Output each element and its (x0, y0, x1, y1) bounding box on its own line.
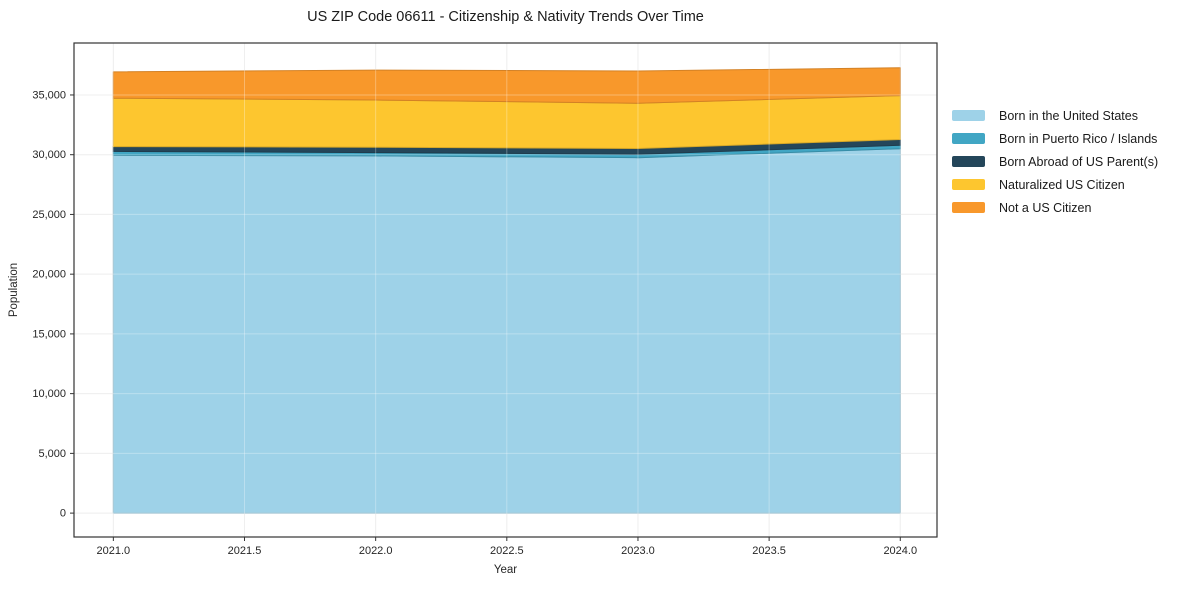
legend-item-4: Not a US Citizen (952, 200, 1158, 215)
plot-border (73, 42, 938, 538)
y-axis-label: Population (8, 262, 20, 318)
legend-label: Naturalized US Citizen (999, 177, 1125, 192)
legend-item-2: Born Abroad of US Parent(s) (952, 154, 1158, 169)
legend-label: Born in the United States (999, 108, 1138, 123)
legend: Born in the United States Born in Puerto … (952, 108, 1158, 223)
area-layers (112, 67, 901, 514)
x-tick-label-4: 2023.0 (621, 545, 655, 557)
y-tick-label-1: 5,000 (38, 448, 66, 460)
legend-swatch-icon (952, 179, 985, 190)
y-tick-label-4: 20,000 (32, 269, 66, 281)
legend-label: Born in Puerto Rico / Islands (999, 131, 1158, 146)
x-tick-label-0: 2021.0 (97, 545, 131, 557)
legend-swatch-icon (952, 110, 985, 121)
legend-swatch-icon (952, 156, 985, 167)
legend-label: Not a US Citizen (999, 200, 1092, 215)
x-tick-label-3: 2022.5 (490, 545, 524, 557)
x-axis-label: Year (493, 564, 518, 576)
y-tick-label-7: 35,000 (32, 89, 66, 101)
grid-overlay (74, 43, 937, 537)
y-tick-label-5: 25,000 (32, 209, 66, 221)
x-tick-label-1: 2021.5 (228, 545, 262, 557)
legend-item-3: Naturalized US Citizen (952, 177, 1158, 192)
y-tick-label-6: 30,000 (32, 149, 66, 161)
x-tick-label-5: 2023.5 (752, 545, 786, 557)
y-tick-label-2: 10,000 (32, 388, 66, 400)
area-layer-4 (112, 67, 901, 104)
legend-item-1: Born in Puerto Rico / Islands (952, 131, 1158, 146)
x-tick-label-2: 2022.0 (359, 545, 393, 557)
y-tick-label-0: 0 (60, 508, 66, 520)
chart-title: US ZIP Code 06611 - Citizenship & Nativi… (307, 9, 704, 25)
legend-swatch-icon (952, 202, 985, 213)
legend-label: Born Abroad of US Parent(s) (999, 154, 1159, 169)
x-tick-label-6: 2024.0 (883, 545, 917, 557)
legend-swatch-icon (952, 133, 985, 144)
axis-ticks: 2021.0 2021.5 2022.0 2022.5 2023.0 2023.5 2024… (32, 89, 917, 557)
legend-item-0: Born in the United States (952, 108, 1158, 123)
y-tick-label-3: 15,000 (32, 328, 66, 340)
